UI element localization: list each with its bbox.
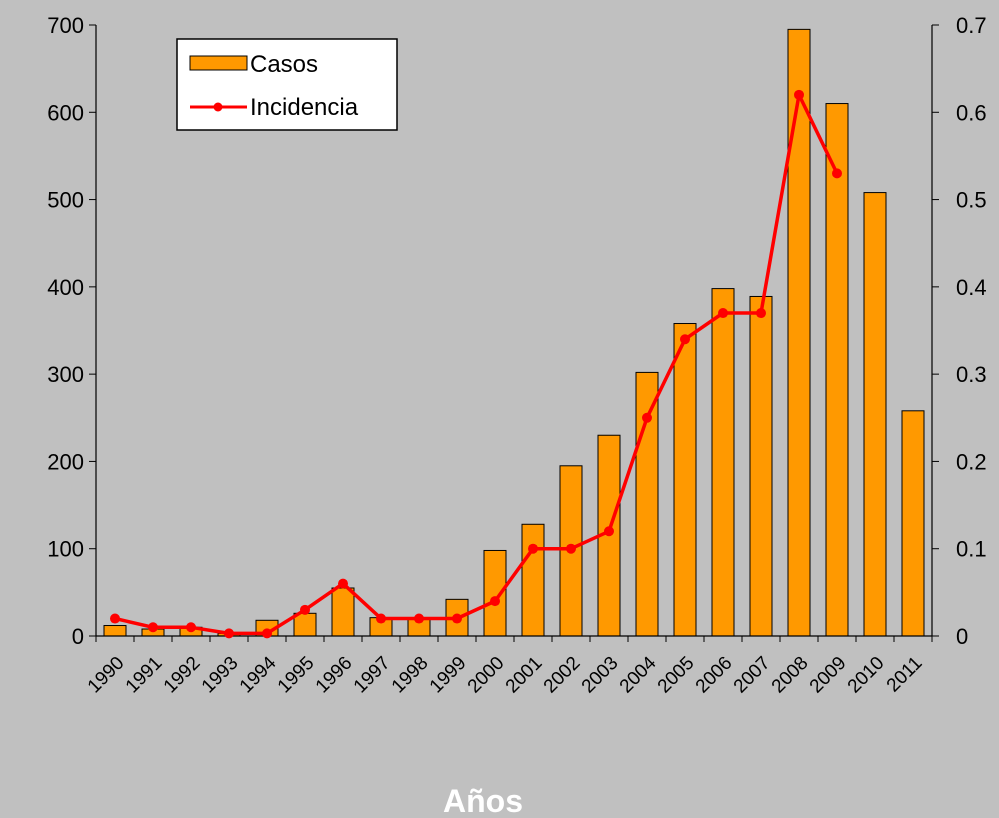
- left-y-tick-label: 300: [47, 362, 84, 387]
- incidence-point-1998: [414, 613, 424, 624]
- incidence-point-2009: [832, 168, 842, 179]
- right-y-tick-label: 0.1: [956, 537, 987, 562]
- x-axis-title: Años: [443, 783, 523, 818]
- left-y-tick-label: 600: [47, 100, 84, 125]
- legend: Casos Incidencia: [176, 38, 398, 131]
- x-tick-label: 2010: [844, 653, 889, 698]
- x-tick-label: 1999: [426, 653, 471, 698]
- incidence-point-2003: [604, 526, 614, 537]
- incidence-line-layer: [110, 89, 842, 639]
- x-tick-label: 2003: [578, 653, 623, 698]
- bar-casos-2001: [521, 523, 545, 637]
- incidence-point-1990: [110, 613, 120, 624]
- right-y-tick-label: 0.4: [956, 275, 987, 300]
- x-tick-label: 2004: [616, 652, 661, 697]
- x-tick-label: 1991: [122, 653, 167, 698]
- axes-layer: [89, 24, 939, 642]
- legend-swatch-incidencia-marker: [213, 102, 223, 112]
- incidence-line: [114, 93, 839, 636]
- x-tick-label: 1996: [312, 653, 357, 698]
- bar-casos-2010: [863, 192, 887, 637]
- legend-box: [176, 38, 398, 131]
- x-tick-label: 2007: [730, 653, 775, 698]
- x-tick-label: 1995: [274, 653, 319, 698]
- incidence-point-2001: [528, 543, 538, 554]
- right-y-tick-label: 0: [956, 624, 968, 649]
- incidence-point-2005: [680, 334, 690, 345]
- bar-casos-2008: [787, 28, 811, 637]
- incidence-point-1992: [186, 622, 196, 633]
- bar-casos-1995: [293, 612, 317, 637]
- x-tick-label: 2008: [768, 653, 813, 698]
- x-tick-label: 1993: [198, 653, 243, 698]
- x-tick-label: 2011: [883, 653, 927, 697]
- right-y-tick-label: 0.7: [956, 13, 987, 38]
- left-y-tick-label: 100: [47, 537, 84, 562]
- x-tick-labels: 1990199119921993199419951996199719981999…: [84, 652, 927, 697]
- x-tick-label: 2005: [654, 653, 699, 698]
- right-y-tick-label: 0.2: [956, 449, 987, 474]
- right-y-tick-label: 0.3: [956, 362, 987, 387]
- incidence-point-2004: [642, 412, 652, 423]
- incidence-point-1993: [224, 628, 234, 639]
- right-y-tick-labels: 0 0.1 0.2 0.3 0.4 0.5 0.6 0.7: [956, 13, 987, 649]
- incidence-point-2002: [566, 543, 576, 554]
- incidence-point-1991: [148, 622, 158, 633]
- bar-casos-2009: [825, 103, 849, 637]
- left-y-tick-label: 700: [47, 13, 84, 38]
- incidence-point-1999: [452, 613, 462, 624]
- left-y-tick-label: 500: [47, 188, 84, 213]
- x-tick-label: 2006: [692, 653, 737, 698]
- left-y-tick-labels: 0 100 200 300 400 500 600 700: [47, 13, 84, 649]
- bar-casos-1996: [331, 587, 355, 637]
- x-tick-label: 2000: [464, 653, 509, 698]
- incidence-point-1996: [338, 578, 348, 589]
- incidence-point-2000: [490, 596, 500, 607]
- left-y-tick-label: 0: [72, 624, 84, 649]
- incidence-point-2006: [718, 308, 728, 319]
- x-tick-label: 1990: [84, 653, 129, 698]
- x-tick-label: 1992: [160, 653, 205, 698]
- x-tick-label: 1998: [388, 653, 433, 698]
- x-tick-label: 2002: [540, 653, 585, 698]
- legend-label-casos: Casos: [250, 51, 318, 78]
- incidence-point-1995: [300, 604, 310, 615]
- x-tick-label: 1994: [236, 652, 281, 697]
- incidence-point-2008: [794, 89, 804, 100]
- left-y-tick-label: 400: [47, 275, 84, 300]
- right-y-tick-label: 0.6: [956, 100, 987, 125]
- bar-casos-2007: [749, 295, 773, 637]
- x-tick-label: 1997: [350, 653, 395, 698]
- bars-layer: [103, 28, 925, 637]
- x-tick-label: 2009: [806, 653, 851, 698]
- legend-label-incidencia: Incidencia: [250, 94, 359, 121]
- bar-casos-2004: [635, 371, 659, 637]
- bar-casos-2005: [673, 323, 697, 637]
- bar-casos-2011: [901, 410, 925, 637]
- incidence-point-2007: [756, 308, 766, 319]
- right-y-tick-label: 0.5: [956, 188, 987, 213]
- x-tick-label: 2001: [502, 653, 547, 698]
- legend-swatch-casos: [189, 55, 248, 71]
- bar-casos-2006: [711, 288, 735, 637]
- left-y-tick-label: 200: [47, 449, 84, 474]
- bar-casos-1990: [103, 625, 127, 637]
- incidence-point-1997: [376, 613, 386, 624]
- incidence-point-1994: [262, 628, 272, 639]
